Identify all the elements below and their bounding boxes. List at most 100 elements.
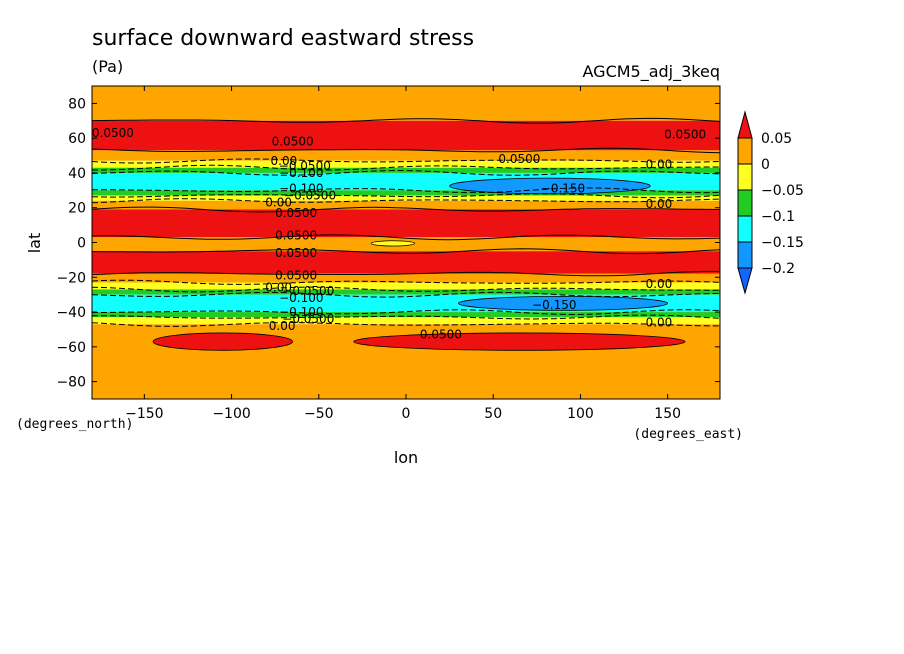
x-tick-label: 100	[567, 406, 594, 422]
y-unit-label: (degrees_north)	[16, 417, 133, 432]
y-tick-label: −80	[56, 375, 86, 391]
lat-band-4	[92, 167, 720, 173]
lat-band-9	[92, 209, 720, 238]
x-axis-title: lon	[394, 448, 418, 467]
colorbar-label: −0.2	[761, 261, 795, 277]
contour-label-19: −0.0500	[282, 284, 334, 298]
y-tick-label: 40	[68, 166, 86, 182]
contour-line-14	[92, 286, 720, 293]
contour-line-15	[92, 291, 720, 298]
contour-line-11	[92, 248, 720, 255]
y-tick-label: −40	[56, 305, 86, 321]
contour-line-16	[92, 309, 720, 316]
colorbar-label: 0.05	[761, 131, 792, 147]
contour-label-22: −0.100	[279, 305, 323, 319]
y-axis: 80 60 40 20 0 −20 −40 −60 −80	[56, 96, 720, 391]
contour-label-24: 0.00	[269, 319, 296, 333]
colorbar-segment-3	[737, 189, 753, 217]
contour-label-3: 0.0500	[498, 152, 540, 166]
model-label: AGCM5_adj_3keq	[583, 62, 721, 82]
contour-label-14: 0.0500	[275, 229, 317, 243]
contour-label-2: 0.0500	[664, 128, 706, 142]
contour-label-25: 0.00	[646, 315, 673, 329]
contour-line-17	[92, 314, 720, 320]
y-tick-label: −60	[56, 340, 86, 356]
contour-region-0	[449, 177, 651, 195]
contour-label-0: 0.0500	[92, 126, 134, 140]
x-tick-label: −100	[212, 406, 250, 422]
contour-line-4	[92, 164, 720, 171]
colorbar-arrow-bottom	[737, 267, 753, 295]
contour-line-2	[92, 147, 720, 154]
contour-label-11: 0.00	[265, 196, 292, 210]
lat-band-12	[92, 273, 720, 283]
colorbar-segment-4	[737, 215, 753, 243]
lat-band-16	[92, 312, 720, 318]
contour-label-7: −0.100	[279, 166, 323, 180]
lat-band-1	[92, 120, 720, 151]
contour-label-26: 0.0500	[420, 328, 462, 342]
contour-label-10: −0.0500	[284, 189, 336, 203]
colorbar-segment-2	[737, 163, 753, 191]
colorbar-label: −0.1	[761, 209, 795, 225]
colorbar-segment-1	[737, 137, 753, 165]
contour-line-5	[92, 169, 720, 176]
colorbar-legend: 0.05 0 −0.05 −0.1 −0.15 −0.2	[737, 110, 804, 295]
y-tick-label: 0	[77, 236, 86, 252]
lat-band-6	[92, 190, 720, 196]
y-tick-label: −20	[56, 270, 86, 286]
colorbar-label: −0.05	[761, 183, 804, 199]
units-label: (Pa)	[92, 57, 123, 76]
lat-band-7	[92, 195, 720, 201]
x-axis: −150 −100 −50 0 50 100 150	[125, 86, 681, 422]
contour-label-17: 0.00	[646, 277, 673, 291]
colorbar-label: 0	[761, 157, 770, 173]
contour-region-4	[353, 332, 686, 351]
contour-line-12	[92, 270, 720, 277]
lat-band-11	[92, 251, 720, 274]
y-tick-label: 80	[68, 96, 86, 112]
x-unit-label: (degrees_east)	[633, 427, 743, 442]
contour-label-1: 0.0500	[272, 135, 314, 149]
y-tick-label: 60	[68, 131, 86, 147]
lat-band-17	[92, 317, 720, 325]
lat-band-0	[92, 86, 720, 121]
x-tick-label: −50	[304, 406, 334, 422]
contour-label-13: 0.0500	[275, 206, 317, 220]
lat-band-13	[92, 282, 720, 290]
contour-label-20: −0.100	[279, 291, 323, 305]
contour-label-16: 0.0500	[275, 269, 317, 283]
contour-line-10	[92, 234, 720, 241]
lat-band-2	[92, 150, 720, 161]
x-tick-label: 0	[402, 406, 411, 422]
contour-region-3	[152, 332, 294, 351]
contour-line-13	[92, 279, 720, 285]
y-axis-title: lat	[25, 233, 44, 254]
contour-label-8: −0.150	[541, 182, 585, 196]
x-tick-label: 50	[484, 406, 502, 422]
colorbar-label: −0.15	[761, 235, 804, 251]
contour-label-21: −0.150	[532, 298, 576, 312]
lat-band-14	[92, 289, 720, 295]
contour-label-5: 0.00	[646, 157, 673, 171]
contour-line-18	[92, 322, 720, 327]
lat-band-3	[92, 160, 720, 168]
contour-line-9	[92, 206, 720, 213]
contour-label-23: −0.0500	[282, 312, 334, 326]
chart-title: surface downward eastward stress	[92, 26, 474, 51]
contour-line-1	[92, 117, 720, 124]
contour-label-18: 0.00	[265, 281, 292, 295]
colorbar-segment-5	[737, 241, 753, 269]
lat-band-8	[92, 200, 720, 210]
contour-line-3	[92, 158, 720, 164]
contour-label-12: 0.00	[646, 197, 673, 211]
contour-label-15: 0.0500	[275, 246, 317, 260]
contour-region-2	[370, 240, 416, 247]
contour-line-8	[92, 198, 720, 204]
contour-label-4: 0.00	[271, 154, 298, 168]
contour-region-1	[457, 296, 669, 311]
contour-line-6	[92, 187, 720, 194]
contour-label-9: −0.100	[279, 182, 323, 196]
